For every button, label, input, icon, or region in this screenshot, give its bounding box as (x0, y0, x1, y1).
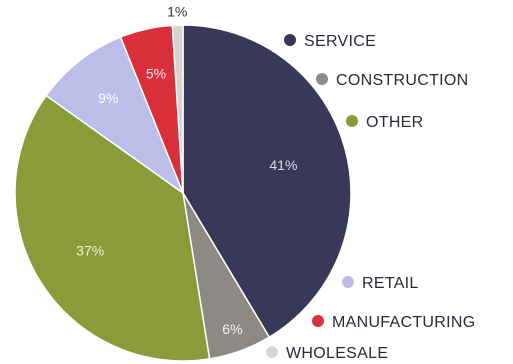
pie-slice-retail (45, 36, 185, 196)
pie-slice-other (14, 94, 211, 362)
legend-marker-construction (316, 73, 328, 85)
legend-item-other: OTHER (346, 114, 424, 131)
legend-marker-service (284, 34, 296, 46)
pie-slice-wholesale (171, 24, 184, 194)
legend-item-service: SERVICE (284, 33, 376, 50)
legend-item-retail: RETAIL (342, 275, 419, 292)
pie-slice-service (182, 24, 352, 339)
legend-label-other: OTHER (366, 114, 424, 131)
legend-label-construction: CONSTRUCTION (336, 72, 468, 89)
pie-slice-labels: 41% 6% 37% 9% 5% 1% (76, 4, 297, 337)
legend-label-service: SERVICE (304, 33, 376, 50)
legend-label-retail: RETAIL (362, 275, 419, 292)
slice-label-service: 41% (269, 157, 297, 173)
slice-label-wholesale: 1% (167, 4, 187, 20)
legend-marker-retail (342, 276, 354, 288)
slice-label-retail: 9% (98, 90, 118, 106)
legend-marker-other (346, 115, 358, 127)
slice-label-construction: 6% (222, 321, 242, 337)
legend-label-wholesale: WHOLESALE (286, 345, 388, 362)
legend: SERVICE CONSTRUCTION OTHER RETAIL MANUFACTUR… (266, 33, 475, 362)
slice-label-manufacturing: 5% (146, 65, 166, 81)
legend-marker-manufacturing (312, 315, 324, 327)
legend-item-construction: CONSTRUCTION (316, 72, 468, 89)
legend-label-manufacturing: MANUFACTURING (332, 314, 475, 331)
pie-slices (14, 24, 352, 362)
slice-label-other: 37% (76, 243, 104, 259)
legend-item-manufacturing: MANUFACTURING (312, 314, 475, 331)
legend-marker-wholesale (266, 346, 278, 358)
legend-item-wholesale: WHOLESALE (266, 345, 388, 362)
